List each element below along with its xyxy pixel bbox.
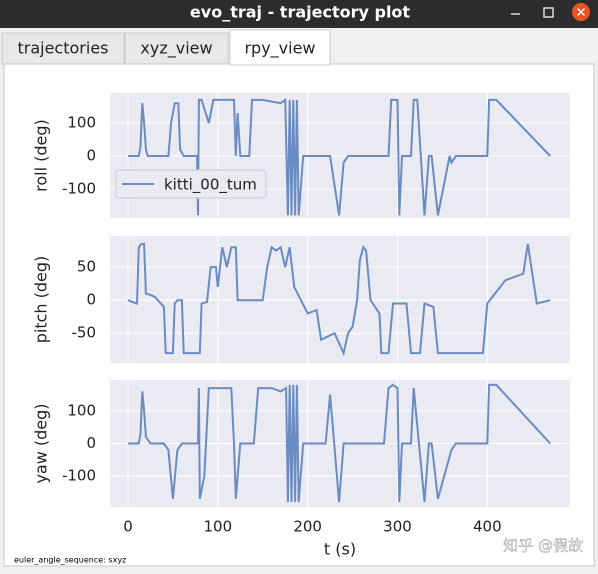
tab-label: trajectories [17,39,108,58]
trajectory-line [128,97,551,216]
y-tick-label: 0 [86,434,96,452]
tab[interactable] [124,32,229,65]
y-tick-label: -100 [62,467,96,485]
y-tick-label: 0 [86,146,96,164]
tab-label: xyz_view [140,39,212,59]
x-tick-label: 200 [293,518,322,536]
y-tick-label: 0 [86,291,96,309]
y-axis-label: pitch (deg) [32,256,51,344]
maximize-button[interactable] [543,7,554,18]
y-tick-label: 100 [67,114,96,132]
footer-text: euler_angle_sequence: sxyz [14,556,126,565]
legend-box [115,169,267,199]
y-tick-label: -50 [72,324,97,342]
y-axis-label: yaw (deg) [32,403,51,483]
tab[interactable] [1,32,125,65]
close-icon [576,7,586,17]
window-title: evo_traj - trajectory plot [190,3,410,22]
y-tick-label: 50 [77,258,96,276]
y-tick-label: 100 [67,401,96,419]
tab[interactable] [229,29,331,66]
title-bar [0,0,598,28]
x-axis-label: t (s) [324,540,356,559]
x-tick-label: 300 [383,518,412,536]
legend-label: kitti_00_tum [164,176,257,195]
trajectory-line [128,383,551,503]
y-axis-label: roll (deg) [32,119,51,192]
x-tick-label: 400 [473,518,502,536]
x-tick-label: 100 [203,518,232,536]
x-tick-label: 0 [123,518,133,536]
trajectory-line [127,242,551,357]
tab-label: rpy_view [244,39,315,59]
plot-area [110,236,570,363]
watermark: 知乎 @假故 [503,537,583,555]
y-tick-label: -100 [62,179,96,197]
